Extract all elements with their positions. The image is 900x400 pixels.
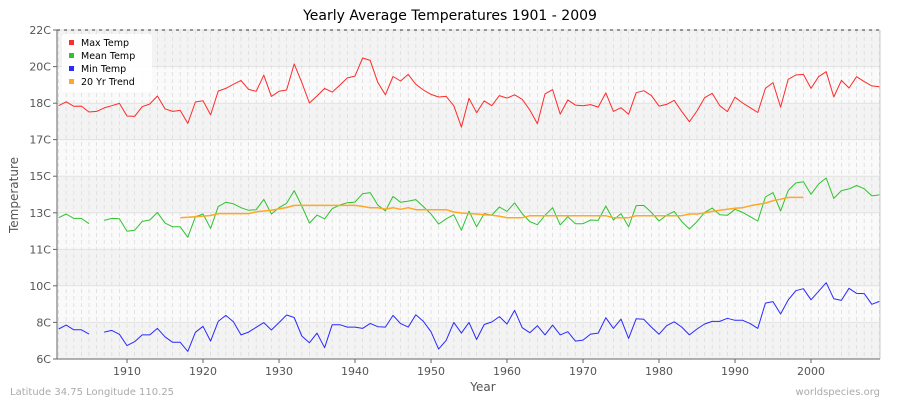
- x-tick-label: 1960: [493, 365, 521, 378]
- y-tick-label: 8C: [36, 316, 51, 329]
- y-tick-label: 11C: [29, 243, 51, 256]
- y-axis-label: Temperature: [7, 157, 21, 234]
- series-line-min-temp: [104, 282, 880, 352]
- location-label: Latitude 34.75 Longitude 110.25: [10, 387, 174, 398]
- x-tick-label: 1980: [645, 365, 673, 378]
- legend: Max Temp Mean Temp Min Temp 20 Yr Trend: [62, 34, 152, 92]
- y-tick-label: 18C: [29, 97, 51, 110]
- x-tick-label: 1950: [417, 365, 445, 378]
- x-tick-label: 1940: [341, 365, 369, 378]
- legend-label-mean-temp: Mean Temp: [81, 51, 135, 62]
- y-tick-label: 10C: [29, 280, 51, 293]
- gridlines: [57, 29, 880, 360]
- y-tick-label: 6C: [36, 353, 51, 366]
- series-line-mean-temp: [58, 213, 90, 225]
- y-tick-label: 17C: [29, 134, 51, 147]
- legend-box: [62, 34, 152, 92]
- x-axis-label: Year: [469, 380, 495, 394]
- legend-label-20-yr-trend: 20 Yr Trend: [81, 77, 135, 88]
- x-tick-label: 1910: [113, 365, 141, 378]
- x-tick-label: 1970: [569, 365, 597, 378]
- y-tick-label: 22C: [29, 24, 51, 37]
- chart-title: Yearly Average Temperatures 1901 - 2009: [302, 8, 597, 24]
- y-tick-label: 13C: [29, 207, 51, 220]
- y-tick-label: 20C: [29, 61, 51, 74]
- source-link[interactable]: worldspecies.org: [796, 387, 880, 398]
- y-tick-label: 15C: [29, 170, 51, 183]
- legend-swatch-min-temp: [69, 66, 74, 71]
- legend-label-max-temp: Max Temp: [81, 38, 129, 49]
- legend-label-min-temp: Min Temp: [81, 64, 126, 75]
- series-lines: [58, 57, 880, 352]
- series-line-20-yr-trend: [180, 196, 804, 219]
- legend-swatch-mean-temp: [69, 53, 74, 58]
- legend-swatch-max-temp: [69, 40, 74, 45]
- x-tick-label: 1990: [721, 365, 749, 378]
- x-tick-label: 1920: [189, 365, 217, 378]
- axes: 6C 8C 10C 11C 13C 15C 17C 18C 20C 22C 1910 1920 1930…: [29, 24, 881, 378]
- x-tick-label: 1930: [265, 365, 293, 378]
- x-tick-label: 2000: [797, 365, 825, 378]
- legend-swatch-20-yr-trend: [69, 79, 74, 84]
